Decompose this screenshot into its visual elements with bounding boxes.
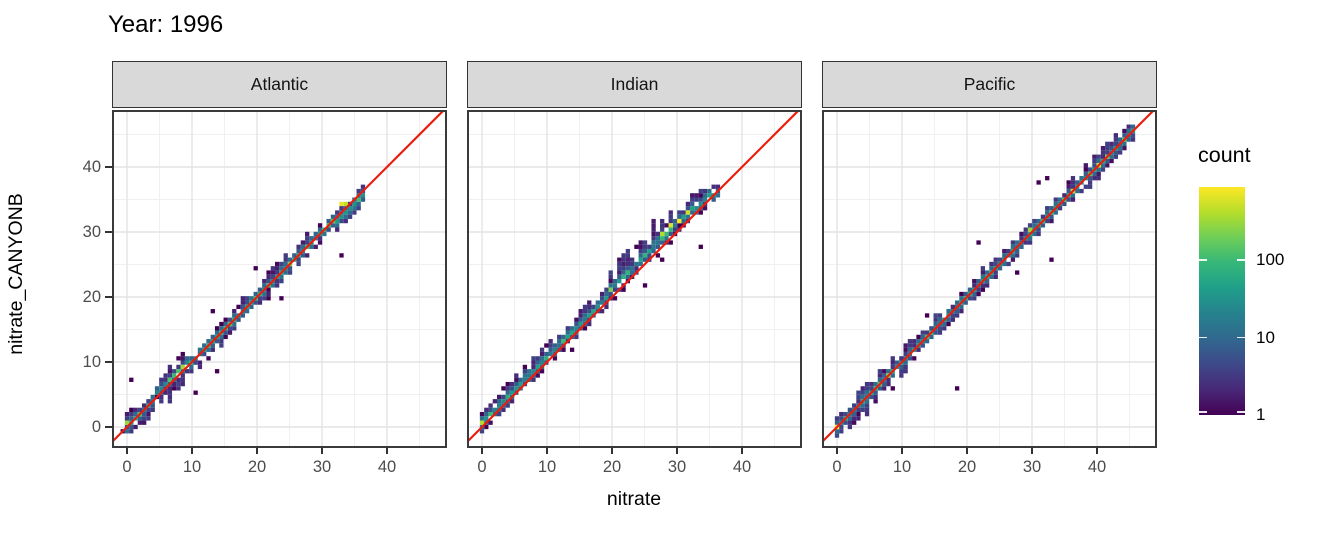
x-tick-label: 30 xyxy=(1022,458,1042,476)
y-tick-mark xyxy=(105,426,112,428)
y-tick-mark xyxy=(105,296,112,298)
legend-tick-mark xyxy=(1237,259,1245,261)
x-tick-mark xyxy=(256,448,258,454)
panel-indian xyxy=(467,110,802,448)
y-tick-mark xyxy=(105,231,112,233)
x-axis-title: nitrate xyxy=(606,488,662,510)
facet-strip-atlantic: Atlantic xyxy=(112,61,447,108)
y-tick-label: 30 xyxy=(82,223,101,241)
x-tick-label: 10 xyxy=(892,458,912,476)
legend-tick-label: 100 xyxy=(1256,250,1285,269)
legend-tick-mark xyxy=(1199,259,1207,261)
x-tick-label: 20 xyxy=(957,458,977,476)
x-tick-mark xyxy=(966,448,968,454)
legend-tick-label: 1 xyxy=(1256,405,1266,424)
bin2d-plot-pacific xyxy=(822,110,1157,448)
x-tick-mark xyxy=(126,448,128,454)
legend-tick-label: 10 xyxy=(1256,327,1275,347)
y-tick-label: 0 xyxy=(91,418,101,436)
x-tick-mark xyxy=(546,448,548,454)
x-tick-mark xyxy=(1031,448,1033,454)
x-tick-mark xyxy=(191,448,193,454)
legend-tick-mark xyxy=(1199,336,1207,339)
x-tick-label: 30 xyxy=(312,458,332,476)
legend-tick-mark xyxy=(1237,336,1245,339)
x-tick-label: 40 xyxy=(732,458,752,476)
x-tick-mark xyxy=(386,448,388,454)
legend-title: count xyxy=(1198,143,1251,167)
x-tick-label: 10 xyxy=(537,458,557,476)
x-tick-mark xyxy=(321,448,323,454)
x-tick-label: 0 xyxy=(122,458,132,476)
panel-pacific xyxy=(822,110,1157,448)
x-tick-label: 0 xyxy=(832,458,842,476)
facet-strip-label: Indian xyxy=(610,74,659,94)
legend-tick-mark xyxy=(1237,411,1245,413)
facet-strip-label: Atlantic xyxy=(250,74,309,94)
bin2d-plot-atlantic xyxy=(112,110,447,448)
x-tick-mark xyxy=(611,448,613,454)
legend-colorbar xyxy=(1199,187,1245,415)
x-tick-mark xyxy=(901,448,903,454)
y-tick-mark xyxy=(105,361,112,363)
plot-title: Year: 1996 xyxy=(108,11,224,38)
bin2d-plot-indian xyxy=(467,110,802,448)
y-tick-label: 40 xyxy=(82,158,101,176)
x-tick-label: 0 xyxy=(477,458,487,476)
x-tick-mark xyxy=(836,448,838,454)
x-tick-mark xyxy=(676,448,678,454)
y-tick-label: 20 xyxy=(82,288,101,306)
x-tick-label: 10 xyxy=(182,458,202,476)
x-tick-label: 20 xyxy=(602,458,622,476)
facet-strip-indian: Indian xyxy=(467,61,802,108)
legend-tick-mark xyxy=(1199,411,1207,413)
panel-atlantic xyxy=(112,110,447,448)
y-tick-label: 10 xyxy=(82,353,101,371)
x-tick-label: 20 xyxy=(247,458,267,476)
facet-strip-label: Pacific xyxy=(963,74,1016,94)
x-tick-mark xyxy=(1096,448,1098,454)
x-tick-mark xyxy=(741,448,743,454)
facet-strip-pacific: Pacific xyxy=(822,61,1157,108)
x-tick-label: 40 xyxy=(1087,458,1107,476)
x-tick-mark xyxy=(481,448,483,454)
y-axis-title: nitrate_CANYONB xyxy=(5,193,27,355)
x-tick-label: 30 xyxy=(667,458,687,476)
y-tick-mark xyxy=(105,166,112,168)
x-tick-label: 40 xyxy=(377,458,397,476)
